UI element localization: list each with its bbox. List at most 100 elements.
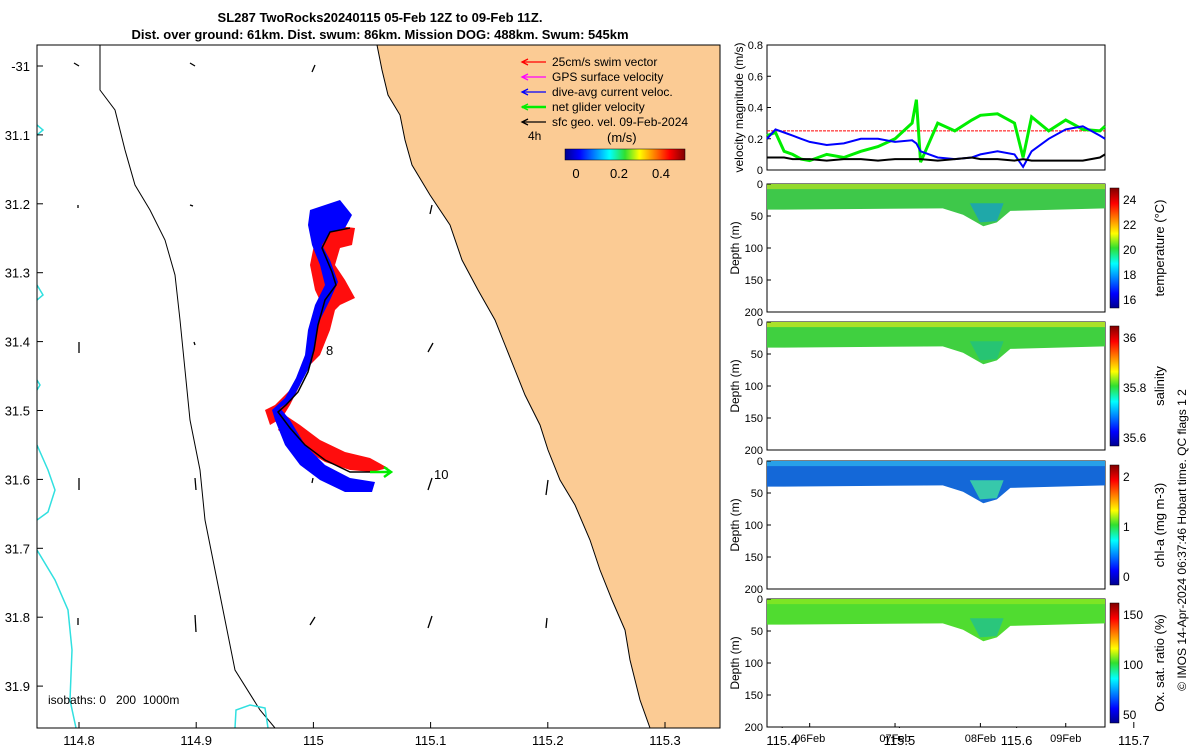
section-colorbar-tick: 20 bbox=[1123, 243, 1137, 257]
velocity-y-tick-label: 0 bbox=[757, 165, 763, 177]
section-y-tick-label: 150 bbox=[745, 413, 763, 425]
section-y-tick-label: 0 bbox=[757, 179, 763, 191]
section-data-band bbox=[767, 461, 1105, 504]
section-y-tick-label: 100 bbox=[745, 243, 763, 255]
section-colorbar-label: chl-a (mg m-3) bbox=[1152, 483, 1167, 568]
track-line bbox=[276, 227, 378, 473]
section-colorbar-tick: 24 bbox=[1123, 193, 1137, 207]
section-y-tick-label: 0 bbox=[757, 594, 763, 606]
sfc-geo-vectors bbox=[73, 62, 549, 633]
velocity-y-label: velocity magnitude (m/s) bbox=[732, 42, 746, 172]
legend-arrowhead bbox=[520, 58, 529, 66]
section-colorbar bbox=[1109, 325, 1120, 447]
section-data-band bbox=[767, 184, 1105, 227]
speed-colorbar-tick: 0.2 bbox=[610, 166, 628, 181]
chart-title-line1: SL287 TwoRocks20240115 05-Feb 12Z to 09-… bbox=[217, 10, 543, 25]
section-data-band bbox=[767, 322, 1105, 365]
velocity-y-tick-label: 0.4 bbox=[748, 103, 763, 115]
map-y-tick-label: 31.4 bbox=[5, 335, 30, 350]
section-y-tick-label: 150 bbox=[745, 275, 763, 287]
section-data-band bbox=[767, 599, 1105, 642]
map-y-tick-label: 31.6 bbox=[5, 472, 30, 487]
section-y-tick-label: 150 bbox=[745, 552, 763, 564]
section-y-tick-label: 100 bbox=[745, 520, 763, 532]
time-x-tick-label: 06Feb bbox=[794, 733, 825, 745]
legend-arrowhead bbox=[520, 118, 529, 126]
section-surface-layer bbox=[767, 322, 1105, 328]
section-y-tick-label: 200 bbox=[745, 307, 763, 319]
section-y-tick-label: 200 bbox=[745, 584, 763, 596]
section-colorbar-label: salinity bbox=[1152, 366, 1167, 406]
section-surface-layer bbox=[767, 184, 1105, 190]
isobath-1000m bbox=[37, 124, 269, 728]
map-y-tick-label: 31.7 bbox=[5, 541, 30, 556]
velocity-y-tick-label: 0.8 bbox=[748, 40, 763, 52]
section-surface-layer bbox=[767, 599, 1105, 605]
map-y-tick-label: 31.5 bbox=[5, 404, 30, 419]
velocity-series-line bbox=[767, 153, 1106, 162]
net-velocity-arrow bbox=[370, 465, 394, 479]
legend-arrowhead bbox=[520, 73, 529, 81]
section-y-label: Depth (m) bbox=[728, 221, 742, 274]
map-y-tick-label: 31.3 bbox=[5, 266, 30, 281]
section-colorbar-tick: 50 bbox=[1123, 708, 1137, 722]
section-colorbar-tick: 1 bbox=[1123, 520, 1130, 534]
map-frame bbox=[36, 44, 721, 729]
speed-colorbar-tick: 0 bbox=[572, 166, 579, 181]
section-deep-feature bbox=[969, 480, 1004, 500]
land-mass bbox=[376, 45, 720, 728]
section-y-label: Depth (m) bbox=[728, 498, 742, 551]
section-colorbar-tick: 35.8 bbox=[1123, 381, 1147, 395]
speed-colorbar-ticks: 0 0.2 0.4 bbox=[572, 166, 670, 181]
section-deep-feature bbox=[969, 341, 1004, 361]
legend-arrowhead bbox=[520, 88, 529, 96]
map-x-tick-label: 115.3 bbox=[649, 733, 681, 748]
chart-title-line2: Dist. over ground: 61km. Dist. swum: 86k… bbox=[131, 27, 629, 42]
footer-note: © IMOS 14-Apr-2024 06:37:46 Hobart time.… bbox=[1175, 389, 1189, 691]
section-colorbar-label: temperature (°C) bbox=[1152, 200, 1167, 297]
section-colorbar-tick: 35.6 bbox=[1123, 431, 1147, 445]
section-colorbar-label: Ox. sat. ratio (%) bbox=[1152, 614, 1167, 712]
section-y-tick-label: 50 bbox=[751, 488, 763, 500]
section-y-tick-label: 100 bbox=[745, 658, 763, 670]
velocity-series-line bbox=[766, 125, 1106, 169]
velocity-y-tick-label: 0.2 bbox=[748, 134, 763, 146]
map-x-tick-label: 115.6 bbox=[1001, 733, 1033, 748]
legend-label: dive-avg current veloc. bbox=[552, 85, 673, 99]
legend-label: GPS surface velocity bbox=[552, 70, 663, 84]
map-y-tick-label: 31.1 bbox=[5, 128, 30, 143]
map-x-tick-label: 114.8 bbox=[63, 733, 95, 748]
section-y-tick-label: 200 bbox=[745, 445, 763, 457]
section-deep-feature bbox=[969, 203, 1004, 223]
map-y-tick-label: 31.2 bbox=[5, 197, 30, 212]
section-colorbar-tick: 2 bbox=[1123, 470, 1130, 484]
section-colorbar-tick: 18 bbox=[1123, 268, 1137, 282]
section-colorbar-tick: 100 bbox=[1123, 658, 1143, 672]
map-x-tick-label: 115.4 bbox=[766, 733, 798, 748]
section-colorbar-tick: 22 bbox=[1123, 218, 1137, 232]
section-y-tick-label: 150 bbox=[745, 690, 763, 702]
section-deep-feature bbox=[969, 618, 1004, 638]
map-x-tick-label: 114.9 bbox=[180, 733, 212, 748]
section-y-tick-label: 0 bbox=[757, 456, 763, 468]
speed-colorbar bbox=[564, 148, 686, 161]
section-colorbar bbox=[1109, 187, 1120, 309]
section-colorbar bbox=[1109, 464, 1120, 586]
colorbar-unit: (m/s) bbox=[607, 130, 637, 145]
legend-label: 25cm/s swim vector bbox=[552, 55, 657, 69]
section-y-label: Depth (m) bbox=[728, 636, 742, 689]
time-x-tick-label: 09Feb bbox=[1050, 733, 1081, 745]
map-y-tick-label: -31 bbox=[11, 59, 30, 74]
day-label-10: 10 bbox=[434, 467, 448, 482]
legend-arrowhead bbox=[520, 103, 529, 111]
section-y-tick-label: 50 bbox=[751, 626, 763, 638]
section-colorbar-tick: 150 bbox=[1123, 608, 1143, 622]
map-x-tick-label: 115.5 bbox=[884, 733, 916, 748]
section-y-tick-label: 100 bbox=[745, 381, 763, 393]
day-label-8: 8 bbox=[326, 343, 333, 358]
map-x-axis: 114.8 114.9 115 115.1 115.2 115.3 115.4 115.5 11… bbox=[63, 722, 1150, 748]
glider-track bbox=[265, 200, 394, 492]
